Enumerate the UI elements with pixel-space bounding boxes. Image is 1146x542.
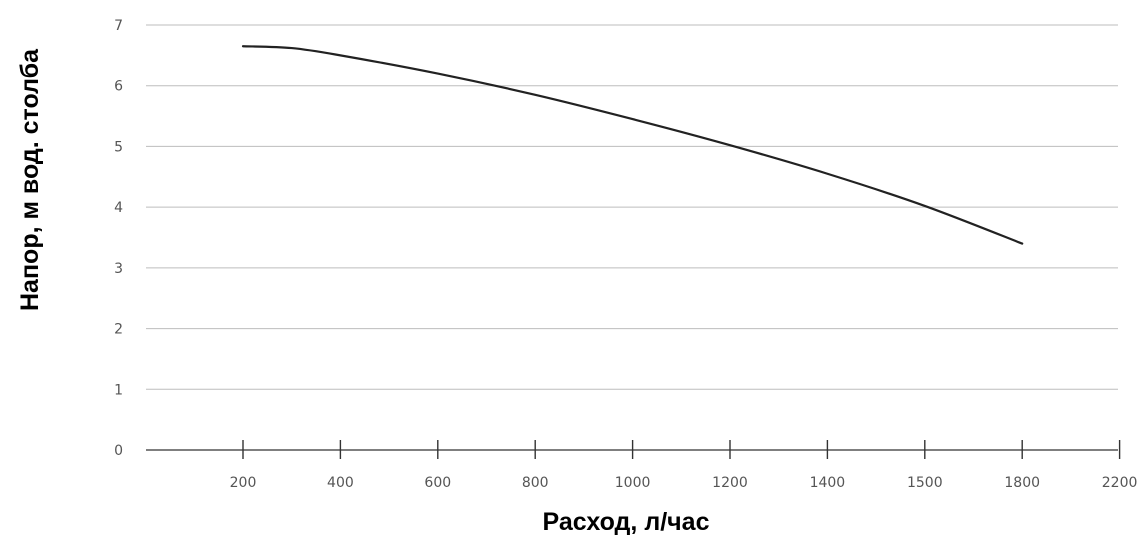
x-tick-label-1: 400 bbox=[327, 475, 354, 491]
y-tick-label-0: 0 bbox=[114, 443, 123, 459]
y-tick-label-6: 6 bbox=[114, 79, 123, 95]
y-tick-label-3: 3 bbox=[114, 261, 123, 277]
y-tick-label-4: 4 bbox=[114, 200, 123, 216]
x-tick-label-5: 1200 bbox=[712, 475, 748, 491]
x-axis-ticks: 200 400 600 800 1000 1200 1400 1500 1800 2200 bbox=[230, 440, 1138, 491]
y-axis-title: Напор, м вод. столба bbox=[16, 48, 44, 311]
y-tick-label-1: 1 bbox=[114, 382, 123, 398]
x-tick-label-3: 800 bbox=[522, 475, 549, 491]
x-tick-label-6: 1400 bbox=[810, 475, 846, 491]
x-tick-label-0: 200 bbox=[230, 475, 257, 491]
y-axis-ticks: 0 1 2 3 4 5 6 7 bbox=[114, 18, 123, 459]
x-tick-label-8: 1800 bbox=[1004, 475, 1040, 491]
x-tick-label-9: 2200 bbox=[1102, 475, 1138, 491]
y-tick-label-5: 5 bbox=[114, 139, 123, 155]
x-axis-title: Расход, л/час bbox=[543, 508, 710, 536]
x-tick-label-7: 1500 bbox=[907, 475, 943, 491]
y-tick-label-2: 2 bbox=[114, 322, 123, 338]
gridlines bbox=[146, 24, 1118, 390]
x-tick-label-2: 600 bbox=[424, 475, 451, 491]
y-tick-label-7: 7 bbox=[114, 18, 123, 34]
series-line bbox=[241, 45, 1024, 245]
x-tick-label-4: 1000 bbox=[615, 475, 651, 491]
